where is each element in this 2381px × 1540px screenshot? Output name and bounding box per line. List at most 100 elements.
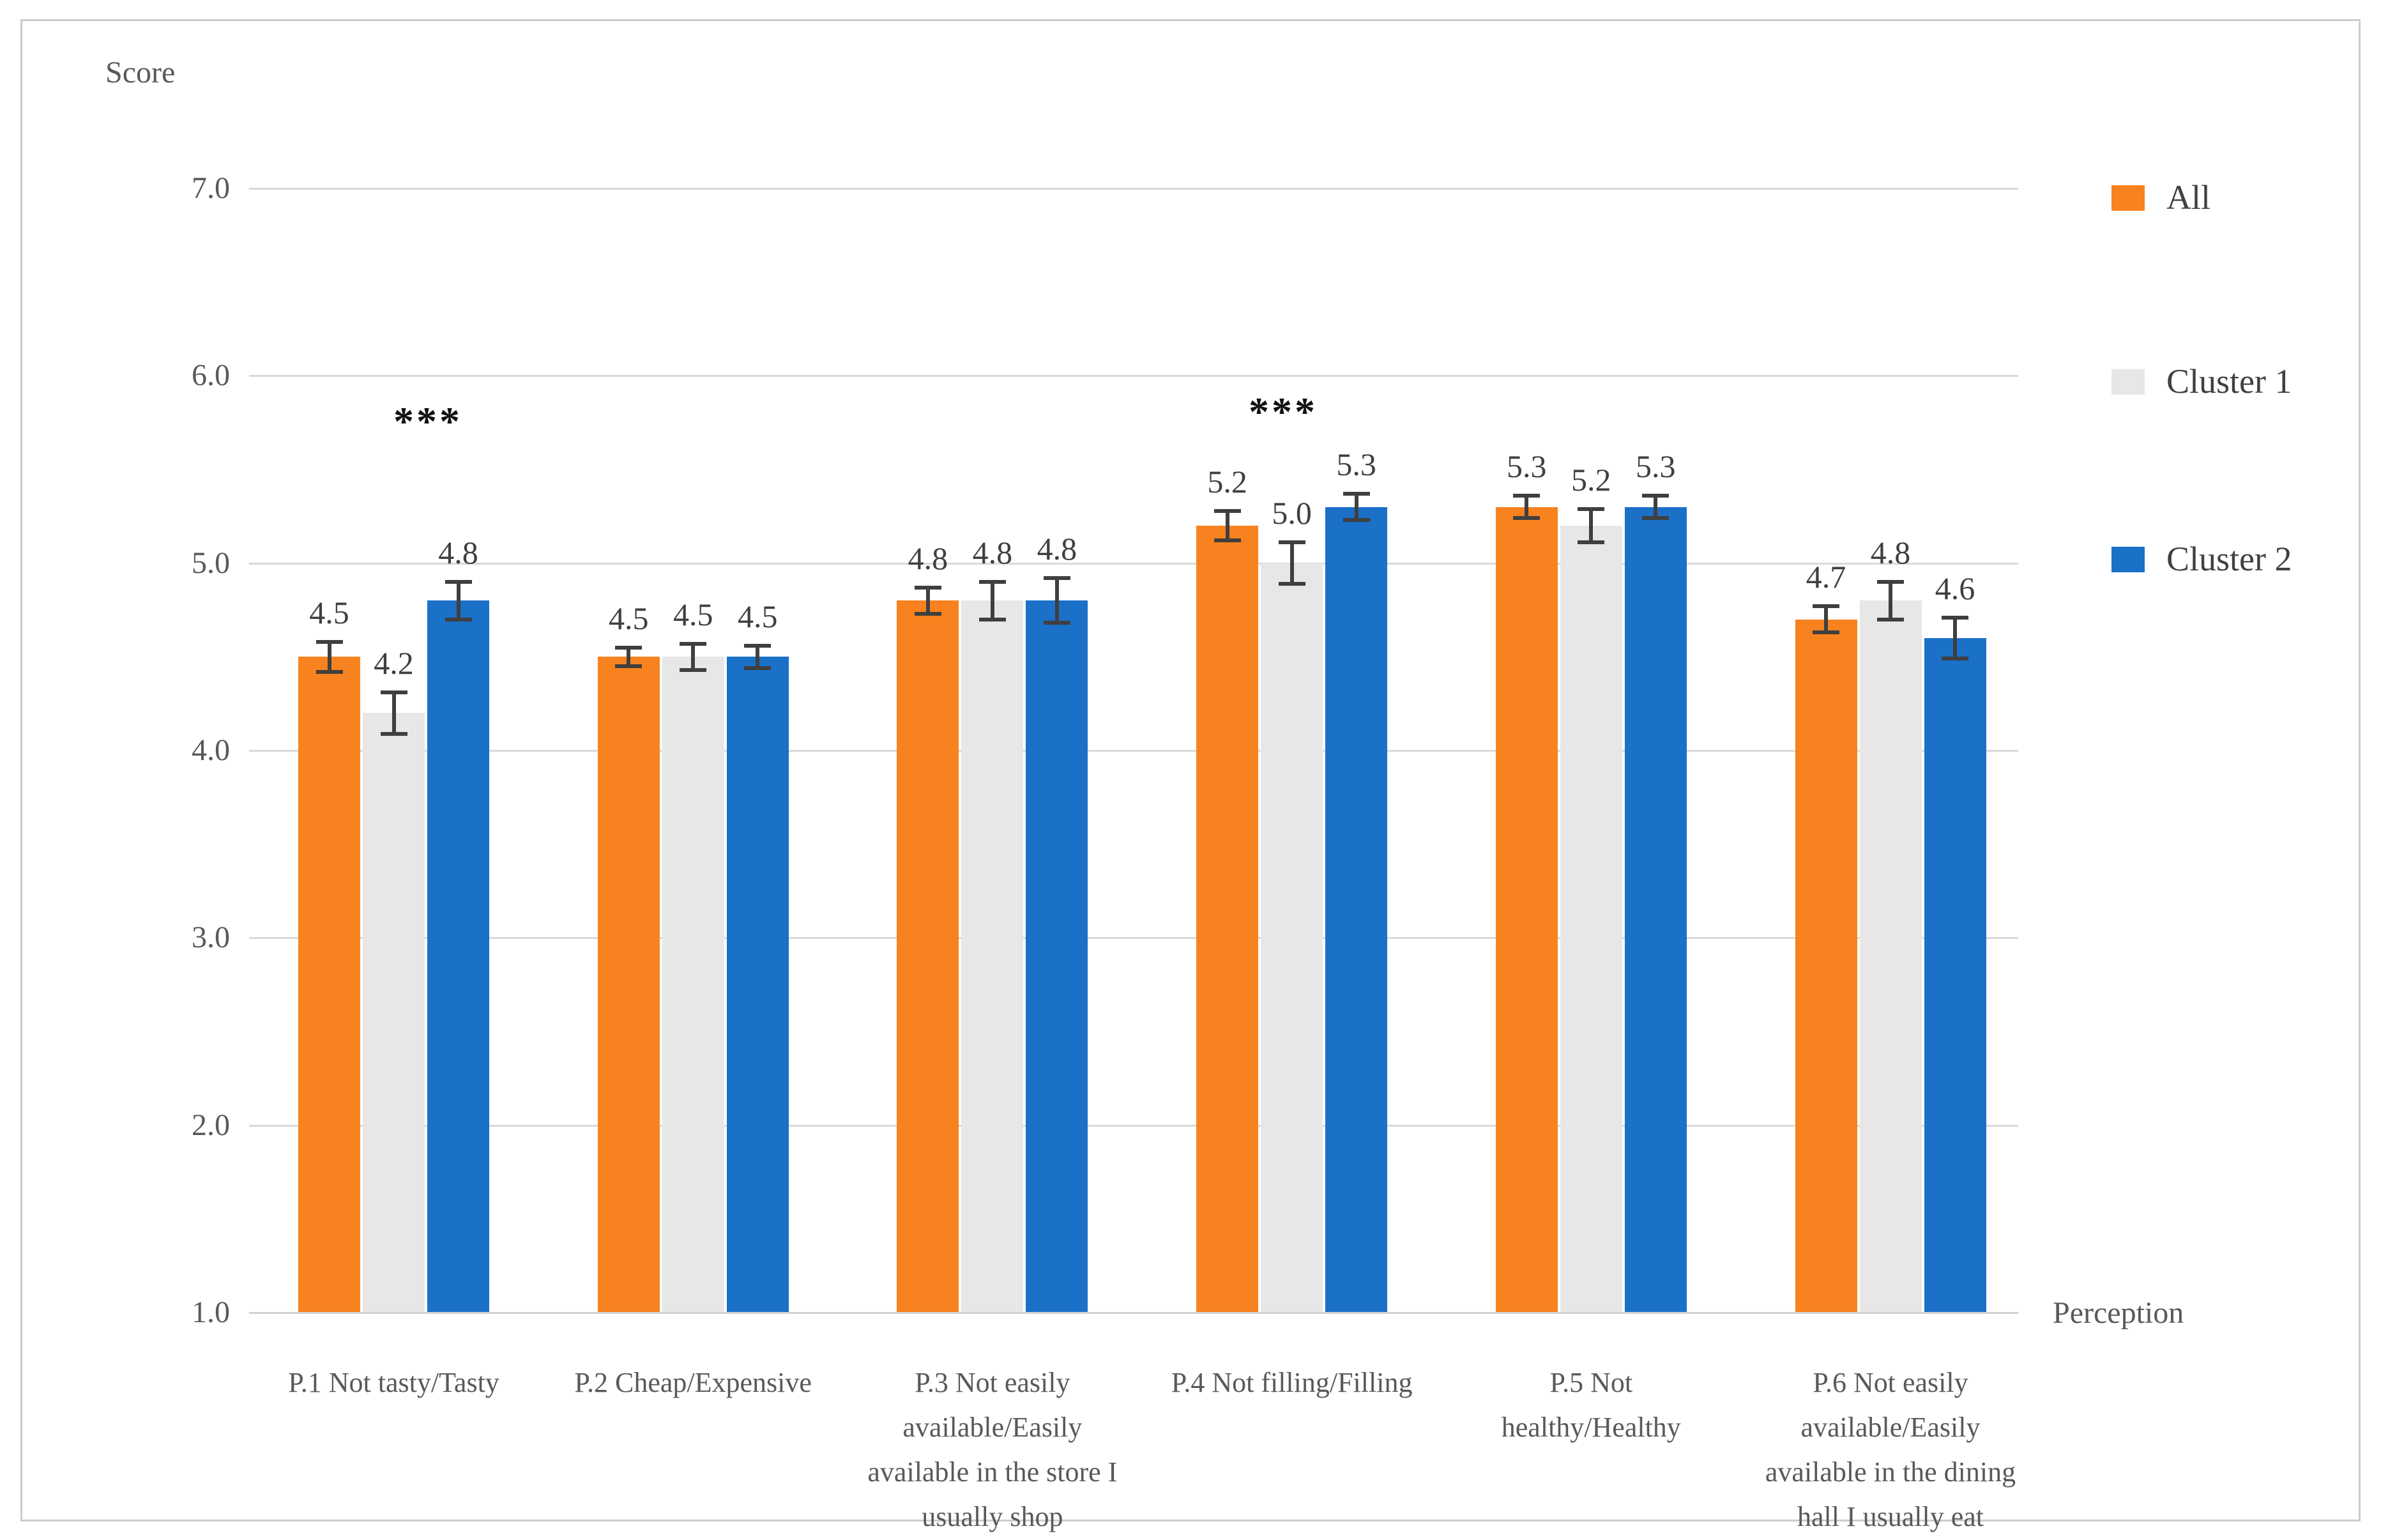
- bar-value-label: 4.8: [1870, 535, 1911, 571]
- y-axis-title: Score: [105, 56, 176, 89]
- legend-swatch: [2111, 185, 2145, 211]
- bar-cluster1-cat6: [1859, 600, 1922, 1313]
- x-category-label: P.6 Not easily available/Easily available …: [1765, 1367, 2016, 1532]
- error-bar-bottom-cap: [380, 731, 407, 736]
- error-bar-stem: [627, 645, 631, 668]
- error-bar-bottom-cap: [1942, 657, 1968, 661]
- error-bar-top-cap: [1642, 494, 1670, 498]
- bar-all-cat4: [1196, 526, 1259, 1313]
- error-bar-stem: [1889, 580, 1892, 621]
- error-bar-top-cap: [978, 580, 1006, 584]
- error-bar: [1877, 580, 1904, 621]
- error-bar-stem: [1589, 507, 1594, 545]
- error-bar-stem: [756, 643, 760, 670]
- error-bar-stem: [1225, 508, 1229, 543]
- bar-all-cat3: [897, 600, 959, 1313]
- error-bar-top-cap: [1813, 604, 1839, 609]
- y-tick-label: 7.0: [192, 171, 230, 206]
- bar-cluster1-cat3: [961, 600, 1024, 1313]
- error-bar-bottom-cap: [680, 667, 707, 672]
- bar-value-label: 4.8: [438, 535, 478, 571]
- x-category-label: P.3 Not easily available/Easily available …: [867, 1367, 1118, 1532]
- error-bar: [680, 641, 707, 672]
- error-bar: [445, 580, 472, 621]
- error-bar-stem: [1953, 615, 1957, 661]
- error-bar-top-cap: [1043, 576, 1070, 581]
- x-axis-baseline: [249, 1312, 2018, 1314]
- error-bar: [744, 643, 772, 670]
- bar-cluster2-cat6: [1924, 638, 1986, 1313]
- bar-all-cat6: [1795, 619, 1857, 1313]
- error-bar-top-cap: [1213, 508, 1241, 513]
- gridline: [249, 188, 2018, 190]
- error-bar: [978, 580, 1006, 621]
- error-bar: [1513, 494, 1540, 521]
- legend-swatch: [2111, 547, 2145, 572]
- bar-all-cat5: [1495, 507, 1558, 1313]
- bar-value-label: 4.5: [608, 600, 649, 636]
- error-bar-top-cap: [1578, 507, 1605, 511]
- error-bar: [1278, 540, 1305, 586]
- bar-value-label: 4.5: [737, 598, 778, 634]
- error-bar: [1343, 492, 1370, 522]
- error-bar-bottom-cap: [1043, 621, 1070, 625]
- error-bar: [316, 639, 343, 674]
- y-tick-label: 3.0: [192, 920, 230, 955]
- error-bar-bottom-cap: [914, 611, 941, 616]
- error-bar-bottom-cap: [978, 617, 1006, 621]
- error-bar-bottom-cap: [1513, 516, 1540, 521]
- bar-cluster1-cat2: [662, 657, 724, 1313]
- x-category-label: P.4 Not filling/Filling: [1171, 1367, 1413, 1398]
- error-bar-stem: [327, 639, 331, 674]
- significance-annotation: ***: [393, 399, 462, 444]
- error-bar-bottom-cap: [1213, 538, 1241, 543]
- error-bar-bottom-cap: [1578, 540, 1605, 545]
- error-bar-bottom-cap: [744, 666, 772, 670]
- error-bar-top-cap: [1343, 492, 1370, 496]
- bar-value-label: 5.3: [1336, 446, 1376, 483]
- error-bar-stem: [1525, 494, 1529, 521]
- bar-cluster2-cat3: [1026, 600, 1088, 1313]
- bar-value-label: 4.2: [374, 645, 414, 682]
- error-bar: [1578, 507, 1605, 545]
- x-category-label: P.2 Cheap/Expensive: [574, 1367, 812, 1398]
- x-axis-title: Perception: [2053, 1296, 2184, 1330]
- error-bar-bottom-cap: [1877, 617, 1904, 621]
- bar-value-label: 4.8: [908, 540, 948, 576]
- bar-value-label: 4.6: [1935, 570, 1975, 606]
- bar-cluster2-cat4: [1325, 507, 1388, 1313]
- error-bar: [615, 645, 643, 668]
- bar-value-label: 4.5: [309, 594, 349, 630]
- bar-value-label: 5.3: [1507, 448, 1547, 485]
- error-bar-bottom-cap: [316, 669, 343, 674]
- legend-label: Cluster 2: [2166, 540, 2292, 578]
- error-bar: [914, 585, 941, 616]
- legend-label: Cluster 1: [2166, 362, 2292, 400]
- bar-all-cat2: [597, 657, 660, 1313]
- error-bar-stem: [1654, 494, 1658, 521]
- error-bar-bottom-cap: [1813, 630, 1839, 635]
- error-bar: [1942, 615, 1968, 661]
- y-tick-label: 5.0: [192, 545, 230, 580]
- error-bar-bottom-cap: [445, 617, 472, 621]
- y-tick-label: 1.0: [192, 1295, 230, 1329]
- significance-annotation: ***: [1249, 389, 1318, 434]
- error-bar-top-cap: [445, 580, 472, 584]
- bar-cluster2-cat5: [1624, 507, 1687, 1313]
- bar-value-label: 4.5: [673, 596, 713, 632]
- bar-cluster1-cat4: [1261, 563, 1323, 1313]
- bar-value-label: 4.8: [1037, 531, 1077, 567]
- error-bar-stem: [691, 641, 696, 672]
- bar-cluster1-cat1: [363, 713, 425, 1313]
- error-bar-top-cap: [680, 641, 707, 646]
- y-tick-label: 2.0: [192, 1108, 230, 1142]
- error-bar: [1043, 576, 1070, 625]
- error-bar-top-cap: [744, 643, 772, 648]
- bar-value-label: 5.0: [1272, 495, 1312, 531]
- error-bar-stem: [392, 690, 396, 736]
- gridline: [249, 375, 2018, 377]
- bar-cluster1-cat5: [1560, 526, 1622, 1313]
- y-tick-label: 4.0: [192, 733, 230, 767]
- bar-cluster2-cat1: [427, 600, 489, 1313]
